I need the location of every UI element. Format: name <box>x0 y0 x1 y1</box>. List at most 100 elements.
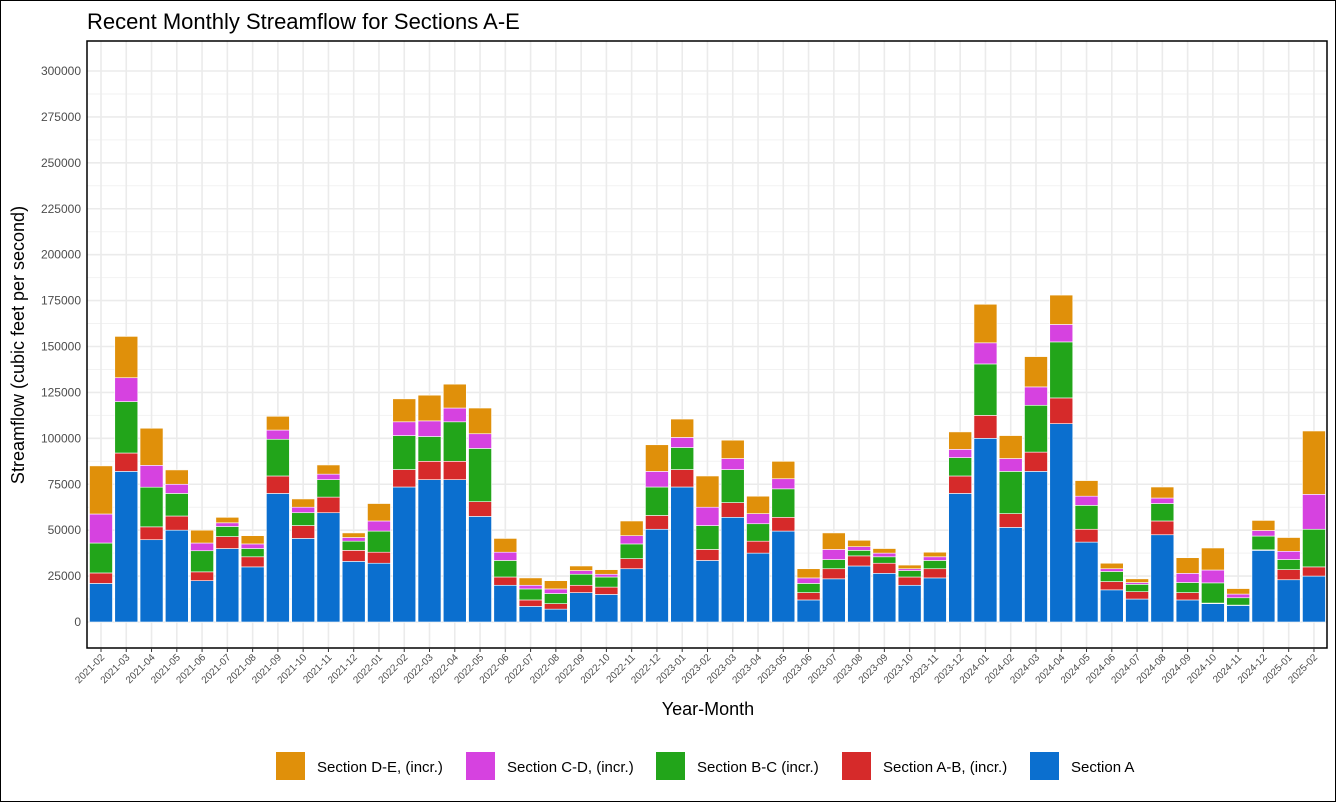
bar-section-c-d-incr-2023-07 <box>822 549 846 560</box>
bar-section-d-e-incr-2022-04 <box>442 383 467 409</box>
bar-section-d-e-incr-2022-05 <box>468 407 492 435</box>
bar-section-c-d-incr-2021-08 <box>240 543 265 549</box>
bar-section-c-d-incr-2022-07 <box>518 584 543 590</box>
bar-section-c-d-incr-2023-12 <box>948 449 972 458</box>
bar-section-c-d-incr-2023-01 <box>670 437 695 448</box>
bar-section-a-2023-05 <box>771 530 796 623</box>
bar-section-b-c-incr-2022-12 <box>645 486 669 516</box>
bar-section-a-b-incr-2021-12 <box>341 550 366 562</box>
y-tick-label: 75000 <box>48 477 82 491</box>
bar-section-a-b-incr-2023-04 <box>746 540 770 554</box>
bar-section-c-d-incr-2023-08 <box>847 546 871 551</box>
bar-section-b-c-incr-2023-06 <box>796 583 821 593</box>
bar-section-b-c-incr-2024-11 <box>1226 597 1250 606</box>
bar-section-b-c-incr-2021-05 <box>165 493 189 517</box>
bar-section-c-d-incr-2024-06 <box>1100 568 1124 572</box>
bar-section-b-c-incr-2021-09 <box>266 438 290 477</box>
bar-section-c-d-incr-2023-11 <box>923 556 947 561</box>
bar-section-b-c-incr-2024-05 <box>1074 505 1099 530</box>
y-tick-label: 100000 <box>41 431 81 445</box>
bar-section-b-c-incr-2021-06 <box>190 550 214 573</box>
bar-section-b-c-incr-2023-11 <box>923 560 947 570</box>
bar-section-a-b-incr-2025-02 <box>1302 566 1326 577</box>
bar-section-a-b-incr-2021-07 <box>215 536 240 549</box>
bar-section-d-e-incr-2024-03 <box>1024 356 1048 388</box>
bars <box>89 294 1326 623</box>
bar-section-d-e-incr-2024-07 <box>1125 578 1149 583</box>
bar-section-a-b-incr-2021-10 <box>291 525 315 539</box>
bar-section-c-d-incr-2024-04 <box>1049 324 1074 343</box>
bar-section-b-c-incr-2025-02 <box>1302 528 1326 568</box>
bar-section-c-d-incr-2024-09 <box>1175 573 1200 583</box>
bar-section-d-e-incr-2021-04 <box>139 427 164 466</box>
bar-section-a-2024-10 <box>1201 603 1225 623</box>
bar-section-d-e-incr-2022-06 <box>493 538 518 553</box>
bar-section-a-b-incr-2023-05 <box>771 517 796 532</box>
bar-section-c-d-incr-2023-02 <box>695 506 720 526</box>
bar-section-a-b-incr-2023-08 <box>847 555 871 567</box>
bar-section-a-2023-11 <box>923 577 947 623</box>
bar-section-a-2024-04 <box>1049 423 1074 623</box>
y-tick-label: 275000 <box>41 110 81 124</box>
y-tick-label: 150000 <box>41 340 81 354</box>
legend-label: Section A-B, (incr.) <box>883 759 1007 776</box>
y-tick-label: 250000 <box>41 156 81 170</box>
bar-section-a-2022-03 <box>417 479 442 623</box>
bar-section-d-e-incr-2021-12 <box>341 532 366 538</box>
gridlines <box>87 41 1327 648</box>
bar-section-a-2023-06 <box>796 599 821 623</box>
bar-section-b-c-incr-2021-11 <box>316 479 341 498</box>
bar-section-b-c-incr-2022-11 <box>619 543 644 559</box>
bar-section-b-c-incr-2024-02 <box>998 471 1023 514</box>
bar-section-a-2021-11 <box>316 512 341 623</box>
bar-section-a-b-incr-2024-05 <box>1074 528 1099 543</box>
bar-section-c-d-incr-2022-12 <box>645 471 669 488</box>
bar-section-d-e-incr-2023-02 <box>695 475 720 508</box>
bar-section-c-d-incr-2024-03 <box>1024 386 1048 406</box>
bar-section-a-2023-03 <box>720 517 745 623</box>
bar-section-d-e-incr-2024-11 <box>1226 588 1250 595</box>
bar-section-a-2021-12 <box>341 561 366 623</box>
y-tick-label: 50000 <box>48 523 82 537</box>
bar-section-a-2024-08 <box>1150 534 1175 623</box>
bar-section-c-d-incr-2021-06 <box>190 542 214 552</box>
bar-section-a-2022-02 <box>392 486 417 623</box>
bar-section-a-b-incr-2022-07 <box>518 599 543 607</box>
bar-section-c-d-incr-2021-09 <box>266 429 290 440</box>
bar-section-a-b-incr-2025-01 <box>1276 569 1301 581</box>
bar-section-d-e-incr-2021-11 <box>316 464 341 475</box>
bar-section-b-c-incr-2022-05 <box>468 448 492 502</box>
bar-section-a-b-incr-2022-08 <box>544 603 568 610</box>
bar-section-b-c-incr-2021-04 <box>139 486 164 528</box>
bar-section-a-b-incr-2021-05 <box>165 515 189 531</box>
bar-section-b-c-incr-2022-08 <box>544 593 568 604</box>
bar-section-b-c-incr-2022-03 <box>417 436 442 462</box>
bar-section-b-c-incr-2024-08 <box>1150 503 1175 522</box>
legend-label: Section B-C (incr.) <box>697 759 819 776</box>
bar-section-d-e-incr-2024-02 <box>998 435 1023 459</box>
bar-section-d-e-incr-2024-09 <box>1175 557 1200 574</box>
bar-section-a-2023-02 <box>695 560 720 623</box>
bar-section-c-d-incr-2023-04 <box>746 513 770 525</box>
bar-section-b-c-incr-2024-07 <box>1125 584 1149 592</box>
bar-section-a-2021-03 <box>114 471 139 623</box>
bar-section-a-b-incr-2024-09 <box>1175 592 1200 601</box>
bar-section-b-c-incr-2024-10 <box>1201 582 1225 604</box>
y-axis: 0 25000 50000 75000 100000 125000 150000 175000… <box>41 64 81 629</box>
bar-section-c-d-incr-2022-08 <box>544 588 568 594</box>
bar-section-b-c-incr-2024-03 <box>1024 404 1048 453</box>
bar-section-a-2022-11 <box>619 568 644 623</box>
bar-section-a-2022-07 <box>518 606 543 623</box>
bar-section-d-e-incr-2024-06 <box>1100 562 1124 570</box>
bar-section-c-d-incr-2021-11 <box>316 473 341 480</box>
bar-section-a-b-incr-2022-01 <box>367 551 391 564</box>
bar-section-c-d-incr-2024-01 <box>973 342 998 365</box>
bar-section-b-c-incr-2022-06 <box>493 560 518 578</box>
bar-section-a-2024-02 <box>998 527 1023 623</box>
bar-section-c-d-incr-2025-02 <box>1302 494 1326 530</box>
bar-section-c-d-incr-2023-09 <box>872 552 897 558</box>
bar-section-a-2021-09 <box>266 493 290 623</box>
bar-section-a-b-incr-2024-04 <box>1049 397 1074 424</box>
bar-section-a-2024-12 <box>1251 550 1276 623</box>
bar-section-d-e-incr-2023-07 <box>822 532 846 550</box>
